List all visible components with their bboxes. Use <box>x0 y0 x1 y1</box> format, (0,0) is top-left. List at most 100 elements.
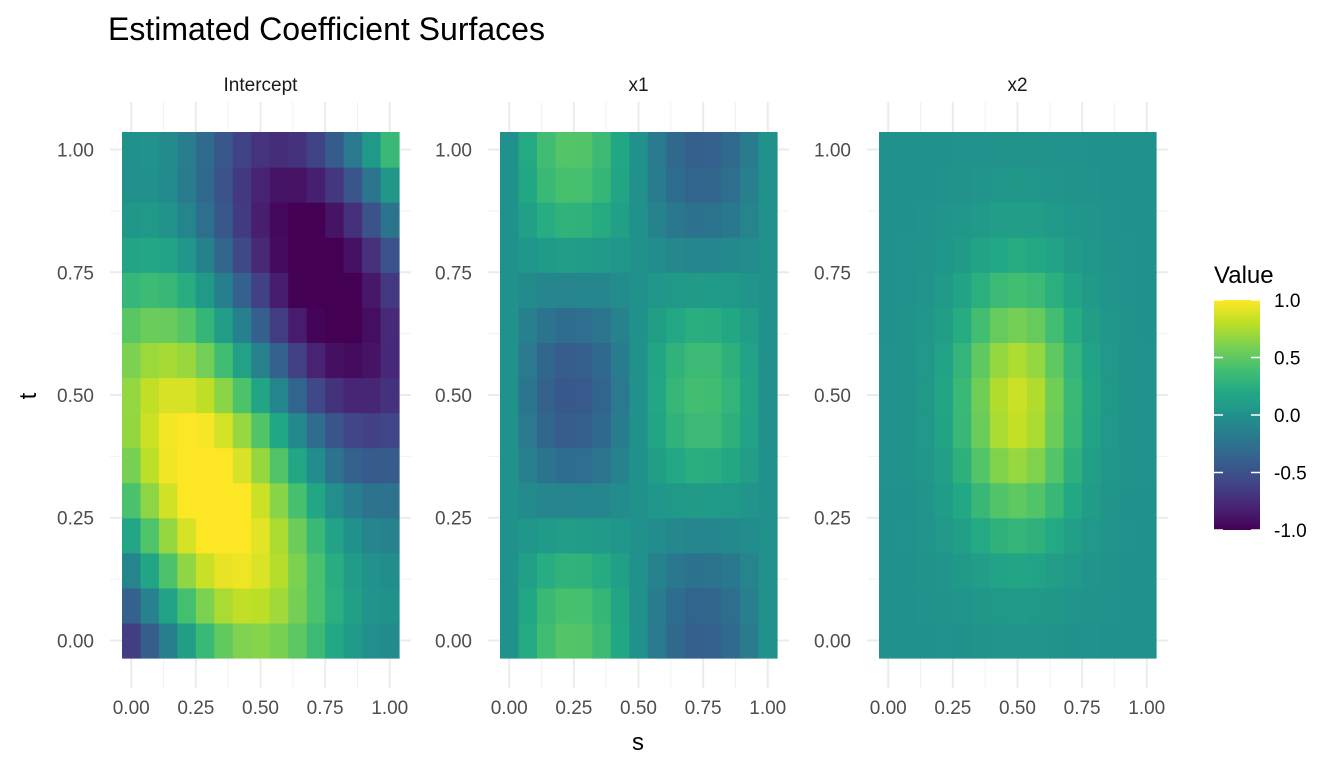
heatmap-cell <box>684 587 704 624</box>
panel-title: x1 <box>628 75 648 96</box>
heatmap-cell <box>1137 517 1157 554</box>
heatmap-cell <box>915 237 935 273</box>
heatmap-cell <box>647 202 667 238</box>
heatmap-cell <box>915 587 935 624</box>
heatmap-cell <box>1063 622 1083 659</box>
heatmap-cell <box>269 447 289 484</box>
heatmap-cell <box>740 552 760 589</box>
x-tick-label: 0.75 <box>307 698 344 719</box>
heatmap-cell <box>573 202 593 238</box>
heatmap-tiles <box>879 132 1157 659</box>
heatmap-cell <box>140 342 160 379</box>
heatmap-cell <box>500 517 520 554</box>
heatmap-cell <box>195 517 215 554</box>
legend-label: -1.0 <box>1274 521 1307 542</box>
heatmap-cell <box>343 412 363 449</box>
heatmap-cell <box>269 167 289 203</box>
heatmap-cell <box>879 132 899 168</box>
x-tick-label: 0.00 <box>113 698 150 719</box>
heatmap-cell <box>232 342 252 379</box>
heatmap-cell <box>555 552 575 589</box>
heatmap-cell <box>325 552 345 589</box>
heatmap-cell <box>1082 482 1102 519</box>
heatmap-cell <box>897 587 917 624</box>
heatmap-cell <box>555 412 575 449</box>
heatmap-cell <box>288 132 308 168</box>
heatmap-cell <box>610 622 630 659</box>
heatmap-cell <box>1119 237 1139 273</box>
heatmap-cell <box>122 587 142 624</box>
heatmap-cell <box>140 167 160 203</box>
heatmap-cell <box>1063 482 1083 519</box>
heatmap-cell <box>500 132 520 168</box>
heatmap-cell <box>610 482 630 519</box>
heatmap-cell <box>897 342 917 379</box>
heatmap-cell <box>703 447 723 484</box>
heatmap-cell <box>1063 167 1083 203</box>
heatmap-cell <box>971 272 991 308</box>
heatmap-cell <box>629 132 649 168</box>
heatmap-cell <box>306 447 326 484</box>
y-tick-label: 1.00 <box>814 141 851 162</box>
heatmap-cell <box>915 412 935 449</box>
legend-label: 1.0 <box>1274 291 1300 312</box>
heatmap-cell <box>879 237 899 273</box>
heatmap-cell <box>288 237 308 273</box>
heatmap-cell <box>1100 552 1120 589</box>
heatmap-cell <box>1100 272 1120 308</box>
heatmap-cell <box>989 517 1009 554</box>
heatmap-cell <box>269 412 289 449</box>
heatmap-cell <box>971 307 991 343</box>
heatmap-cell <box>666 482 686 519</box>
heatmap-cell <box>721 132 741 168</box>
heatmap-cell <box>740 517 760 554</box>
heatmap-cell <box>177 167 197 203</box>
heatmap-cell <box>684 517 704 554</box>
heatmap-cell <box>879 552 899 589</box>
heatmap-cell <box>1100 517 1120 554</box>
heatmap-cell <box>879 307 899 343</box>
heatmap-cell <box>232 587 252 624</box>
heatmap-cell <box>1100 132 1120 168</box>
heatmap-cell <box>325 377 345 414</box>
heatmap-cell <box>592 377 612 414</box>
heatmap-cell <box>518 482 538 519</box>
heatmap-cell <box>1119 132 1139 168</box>
x-tick-label: 0.00 <box>870 698 907 719</box>
heatmap-cell <box>573 447 593 484</box>
heatmap-cell <box>592 517 612 554</box>
chart-title: Estimated Coefficient Surfaces <box>108 11 545 47</box>
heatmap-cell <box>536 132 556 168</box>
heatmap-cell <box>1026 552 1046 589</box>
heatmap-cell <box>1119 307 1139 343</box>
heatmap-cell <box>140 132 160 168</box>
heatmap-cell <box>629 482 649 519</box>
heatmap-cell <box>610 412 630 449</box>
heatmap-cell <box>721 447 741 484</box>
heatmap-cell <box>915 342 935 379</box>
heatmap-cell <box>934 552 954 589</box>
heatmap-cell <box>214 552 234 589</box>
legend-label: 0.0 <box>1274 406 1300 427</box>
heatmap-cell <box>214 307 234 343</box>
heatmap-cell <box>573 272 593 308</box>
heatmap-cell <box>703 412 723 449</box>
heatmap-cell <box>1008 482 1028 519</box>
heatmap-cell <box>232 307 252 343</box>
heatmap-cell <box>721 167 741 203</box>
heatmap-cell <box>288 517 308 554</box>
x-tick-label: 1.00 <box>1128 698 1165 719</box>
heatmap-cell <box>140 237 160 273</box>
heatmap-cell <box>758 167 778 203</box>
heatmap-cell <box>306 167 326 203</box>
heatmap-cell <box>897 552 917 589</box>
heatmap-cell <box>1082 167 1102 203</box>
heatmap-cell <box>592 447 612 484</box>
heatmap-cell <box>1045 132 1065 168</box>
heatmap-cell <box>740 272 760 308</box>
heatmap-cell <box>518 447 538 484</box>
heatmap-cell <box>1119 342 1139 379</box>
heatmap-cell <box>555 622 575 659</box>
heatmap-cell <box>1119 272 1139 308</box>
heatmap-cell <box>1045 447 1065 484</box>
